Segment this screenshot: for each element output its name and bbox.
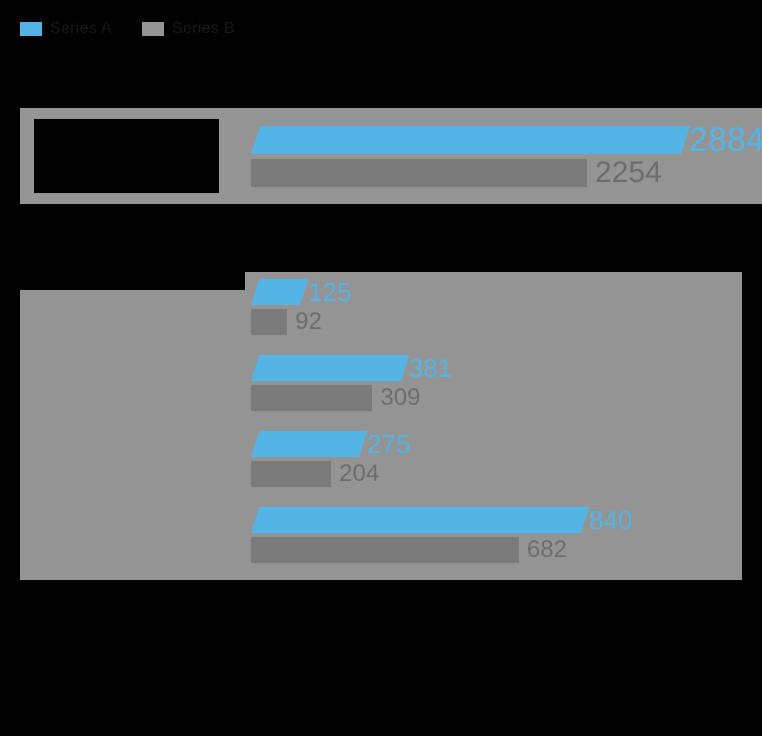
bar-value-primary: 125	[308, 279, 351, 305]
bar-value-primary: 275	[367, 431, 410, 457]
section-1-row: 2884 2254	[20, 108, 742, 204]
bar-primary	[251, 507, 589, 533]
section-2-header	[20, 212, 742, 272]
section-1-header	[20, 48, 742, 108]
legend-label-secondary: Series B	[172, 20, 235, 38]
bar-secondary	[251, 309, 287, 335]
bar-value-secondary: 309	[380, 386, 420, 410]
section-1-label-box	[34, 119, 219, 193]
bar-primary	[251, 126, 690, 154]
bar-primary	[251, 355, 409, 381]
bar-group: 275 204	[251, 430, 732, 488]
bar-group: 381 309	[251, 354, 732, 412]
section-2-label-cell	[20, 272, 245, 580]
legend-item-secondary: Series B	[142, 20, 235, 38]
bar-value-primary: 2884	[689, 123, 762, 157]
bar-group: 840 682	[251, 506, 732, 564]
bar-secondary	[251, 537, 519, 563]
bar-group: 125 92	[251, 278, 732, 336]
bar-secondary	[251, 461, 331, 487]
legend-swatch-secondary	[142, 22, 164, 36]
bar-primary	[251, 279, 309, 305]
legend-label-primary: Series A	[50, 20, 112, 38]
bar-value-secondary: 92	[295, 310, 322, 334]
bar-value-primary: 381	[409, 355, 452, 381]
legend-item-primary: Series A	[20, 20, 112, 38]
bar-value-secondary: 682	[527, 538, 567, 562]
bar-value-primary: 840	[589, 507, 632, 533]
section-2-bars: 125 92 381 309	[245, 272, 742, 580]
legend-swatch-primary	[20, 22, 42, 36]
section-2-row: 125 92 381 309	[20, 272, 742, 580]
section-2-label-strip	[20, 272, 245, 290]
bar-value-secondary: 204	[339, 462, 379, 486]
chart-section-1: 2884 2254	[20, 48, 742, 204]
legend: Series A Series B	[20, 20, 742, 38]
section-1-bars: 2884 2254	[245, 108, 762, 204]
bar-value-secondary: 2254	[595, 158, 662, 188]
section-1-label-cell	[20, 108, 245, 204]
bar-secondary	[251, 385, 372, 411]
bar-secondary	[251, 159, 587, 187]
bar-primary	[251, 431, 367, 457]
chart-section-2: 125 92 381 309	[20, 212, 742, 580]
